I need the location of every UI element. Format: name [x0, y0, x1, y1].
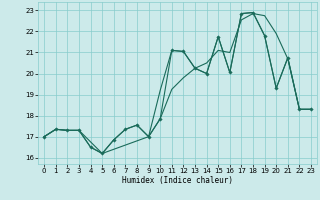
X-axis label: Humidex (Indice chaleur): Humidex (Indice chaleur): [122, 176, 233, 185]
